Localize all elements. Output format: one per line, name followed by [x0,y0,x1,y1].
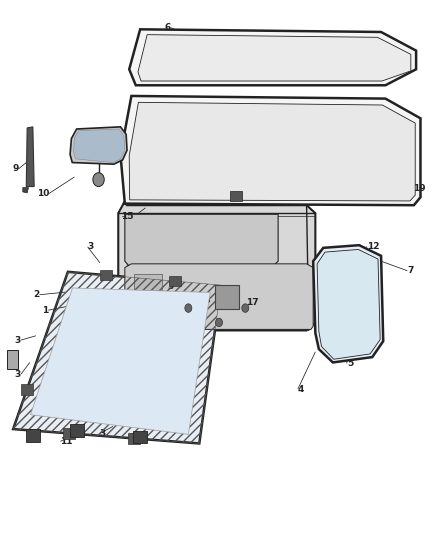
Text: 18: 18 [149,312,162,320]
Text: 2: 2 [33,290,39,299]
Polygon shape [74,129,125,163]
Polygon shape [23,188,28,193]
Circle shape [185,304,192,312]
Text: 3: 3 [100,429,106,438]
Text: 4: 4 [298,385,304,393]
Polygon shape [215,285,239,309]
Text: 16: 16 [198,296,211,304]
Text: 3: 3 [88,243,94,251]
Text: 13: 13 [262,178,275,187]
Text: 17: 17 [246,298,259,307]
Bar [128,433,140,444]
Text: 19: 19 [413,184,425,192]
Text: 11: 11 [60,437,73,446]
Bar [100,270,112,280]
Circle shape [242,304,249,312]
Text: 15: 15 [121,213,134,221]
Polygon shape [129,102,415,201]
Polygon shape [13,272,221,443]
FancyBboxPatch shape [230,191,242,201]
Polygon shape [70,127,127,164]
Polygon shape [118,203,315,330]
Bar [70,424,84,437]
Circle shape [215,318,223,327]
Polygon shape [313,245,383,362]
Text: 12: 12 [367,243,380,251]
Polygon shape [129,29,416,85]
Polygon shape [7,351,18,369]
Text: 5: 5 [347,359,353,368]
Polygon shape [125,214,278,268]
FancyBboxPatch shape [134,294,162,312]
Text: 7: 7 [407,266,414,275]
Bar [63,428,75,439]
Polygon shape [120,96,420,205]
Polygon shape [31,288,210,434]
Polygon shape [138,35,411,81]
Text: 14: 14 [146,147,159,155]
Bar [26,429,40,442]
Text: 3: 3 [122,414,128,423]
Circle shape [93,173,104,187]
Text: 6: 6 [165,23,171,32]
Polygon shape [125,264,313,329]
Text: 3: 3 [167,282,173,291]
Polygon shape [317,249,380,359]
Bar [169,276,181,287]
Bar [133,431,147,443]
Text: 1: 1 [42,306,48,314]
Polygon shape [31,288,210,434]
FancyBboxPatch shape [134,274,162,290]
Text: 8: 8 [112,128,118,136]
Polygon shape [26,127,34,187]
Text: 3: 3 [15,370,21,378]
Text: 3: 3 [15,336,21,344]
Bar [21,384,33,395]
Text: 9: 9 [12,165,18,173]
Text: 10: 10 [37,189,49,198]
